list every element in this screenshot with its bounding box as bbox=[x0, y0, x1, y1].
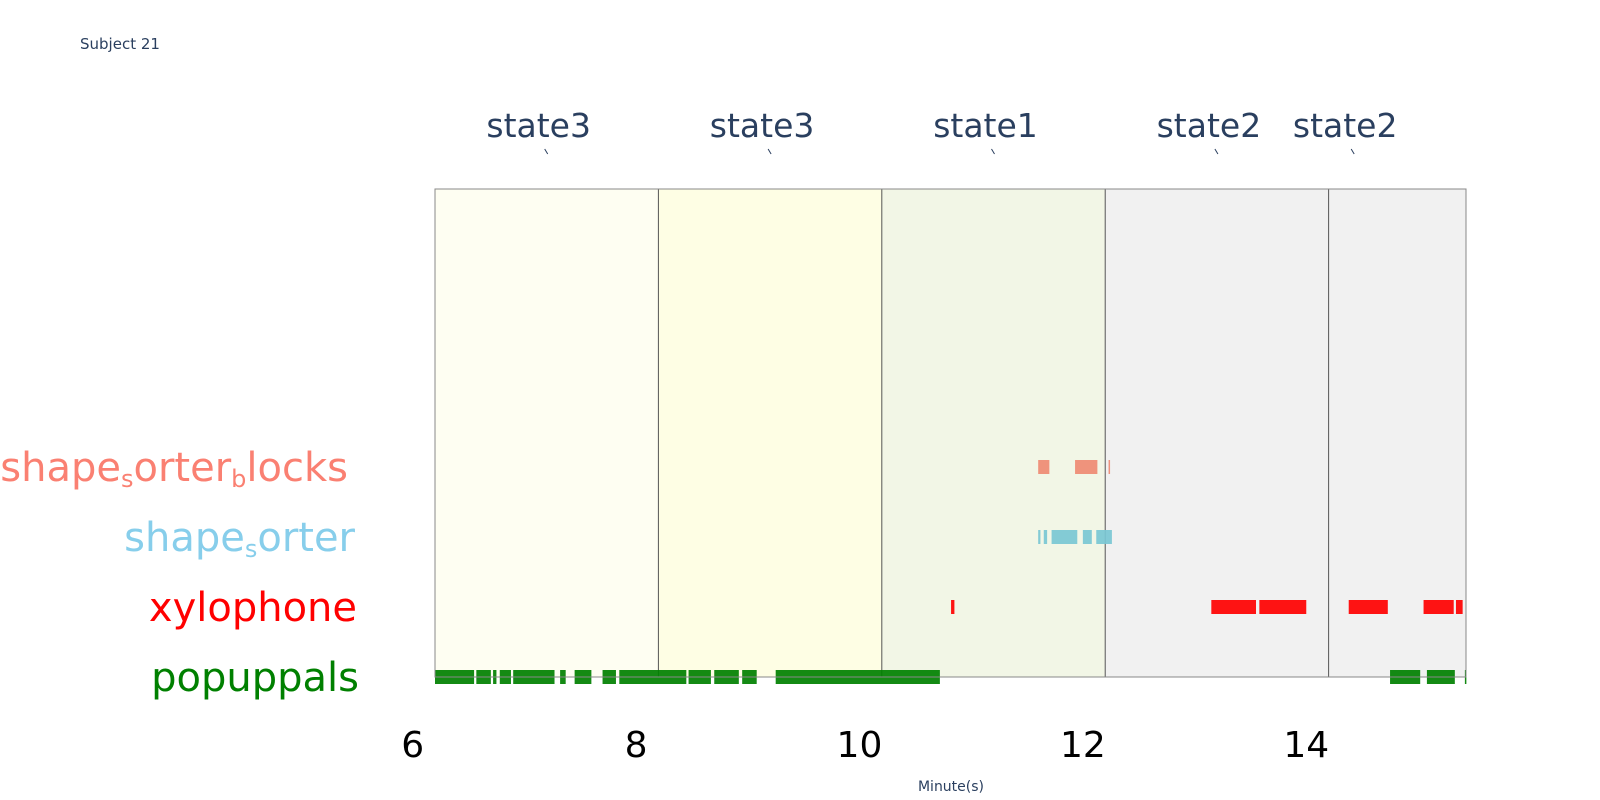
chart-title: Subject 21 bbox=[80, 35, 160, 53]
state-label-tick bbox=[1214, 148, 1219, 155]
x-tick-label: 12 bbox=[1060, 725, 1106, 766]
state-label: state2 bbox=[1157, 106, 1262, 145]
state-band bbox=[435, 189, 659, 677]
state-label: state2 bbox=[1293, 106, 1398, 145]
segment-xylophone bbox=[1211, 600, 1257, 614]
state-backgrounds: state3 state3 state1 state2 state2 bbox=[435, 106, 1466, 677]
segment-xylophone bbox=[1259, 600, 1307, 614]
x-axis-ticks: 6 8 10 12 14 bbox=[401, 725, 1329, 766]
label-popuppals: popuppals bbox=[151, 655, 359, 701]
state-label: state3 bbox=[710, 106, 815, 145]
segment-xylophone bbox=[1455, 600, 1463, 614]
segment-shape_sorter_blocks bbox=[1038, 460, 1050, 474]
state-band bbox=[1105, 189, 1329, 677]
segment-xylophone bbox=[951, 600, 955, 614]
plot-frame bbox=[434, 188, 1467, 678]
x-tick-label: 6 bbox=[401, 725, 424, 766]
label-xylophone: xylophone bbox=[149, 585, 357, 631]
toy-labels: popuppals xylophone shapesorter shapesorter… bbox=[0, 445, 359, 701]
segment-xylophone bbox=[1423, 600, 1454, 614]
label-shape_sorter: shapesorter bbox=[124, 515, 355, 563]
x-axis-title: Minute(s) bbox=[918, 779, 984, 795]
state-label-tick bbox=[544, 148, 549, 155]
state-label: state3 bbox=[486, 106, 591, 145]
x-tick-label: 8 bbox=[625, 725, 648, 766]
state-band bbox=[658, 189, 882, 677]
state-label-tick bbox=[1350, 148, 1355, 155]
label-shape_sorter_blocks: shapesorterblocks bbox=[0, 445, 348, 493]
state-label-tick bbox=[991, 148, 995, 155]
segment-shape_sorter bbox=[1051, 530, 1078, 544]
x-tick-label: 14 bbox=[1283, 725, 1329, 766]
segment-shape_sorter bbox=[1038, 530, 1041, 544]
state-band bbox=[881, 189, 1106, 677]
segment-shape_sorter_blocks bbox=[1108, 460, 1111, 474]
state-band bbox=[1328, 189, 1466, 677]
state-label-tick bbox=[767, 148, 772, 155]
segment-shape_sorter bbox=[1096, 530, 1112, 544]
state-label: state1 bbox=[933, 106, 1038, 145]
segment-shape_sorter bbox=[1082, 530, 1092, 544]
segment-shape_sorter bbox=[1043, 530, 1048, 544]
segment-xylophone bbox=[1348, 600, 1388, 614]
segment-shape_sorter_blocks bbox=[1075, 460, 1098, 474]
x-tick-label: 10 bbox=[837, 725, 883, 766]
